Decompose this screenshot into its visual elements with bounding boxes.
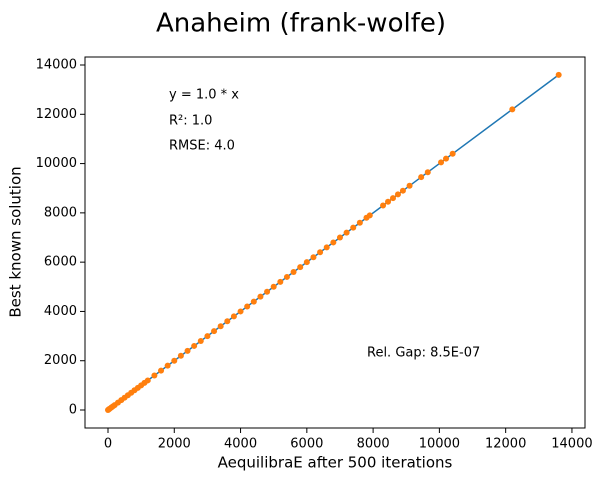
x-tick-label: 6000 — [290, 437, 323, 452]
y-tick-label: 4000 — [44, 304, 77, 319]
scatter-point — [406, 182, 413, 189]
x-tick-label: 2000 — [158, 437, 191, 452]
scatter-point — [424, 169, 431, 176]
scatter-point — [443, 155, 450, 162]
x-tick-label: 14000 — [551, 437, 592, 452]
scatter-point — [144, 377, 151, 384]
scatter-point — [555, 71, 562, 78]
x-axis-label: AequilibraE after 500 iterations — [218, 454, 453, 472]
x-tick-label: 0 — [104, 437, 112, 452]
scatter-point — [250, 298, 257, 305]
scatter-point — [366, 212, 373, 219]
scatter-point — [297, 264, 304, 271]
scatter-point — [244, 303, 251, 310]
plot-frame — [84, 56, 586, 429]
scatter-point — [323, 244, 330, 251]
scatter-point — [356, 219, 363, 226]
x-tick-label: 12000 — [485, 437, 526, 452]
annotation: RMSE: 4.0 — [169, 139, 235, 154]
scatter-point — [211, 328, 218, 335]
scatter-point — [418, 174, 425, 181]
scatter-point — [350, 224, 357, 231]
scatter-point — [191, 342, 198, 349]
chart-title: Anaheim (frank-wolfe) — [156, 9, 446, 39]
scatter-point — [330, 239, 337, 246]
scatter-point — [257, 293, 264, 300]
annotation: R²: 1.0 — [169, 114, 212, 129]
x-tick-label: 8000 — [357, 437, 390, 452]
y-tick-label: 2000 — [44, 353, 77, 368]
x-tick-label: 10000 — [419, 437, 460, 452]
y-tick-label: 10000 — [36, 156, 77, 171]
y-tick-label: 6000 — [44, 255, 77, 270]
scatter-point — [310, 254, 317, 261]
scatter-point — [380, 202, 387, 209]
scatter-point — [237, 308, 244, 315]
scatter-point — [438, 159, 445, 166]
x-tick-label: 4000 — [224, 437, 257, 452]
scatter-point — [158, 367, 165, 374]
scatter-point — [336, 234, 343, 241]
scatter-point — [230, 313, 237, 320]
y-tick-label: 0 — [69, 403, 77, 418]
scatter-point — [204, 333, 211, 340]
scatter-point — [277, 278, 284, 285]
scatter-point — [303, 259, 310, 266]
scatter-point — [389, 195, 396, 202]
scatter-point — [343, 229, 350, 236]
scatter-point — [164, 362, 171, 369]
y-tick-label: 8000 — [44, 205, 77, 220]
scatter-point — [283, 273, 290, 280]
scatter-point — [449, 150, 456, 157]
scatter-point — [177, 352, 184, 359]
annotation: y = 1.0 * x — [169, 88, 239, 103]
y-axis-label: Best known solution — [7, 166, 25, 317]
scatter-point — [171, 357, 178, 364]
scatter-point — [217, 323, 224, 330]
scatter-point — [270, 283, 277, 290]
scatter-point — [399, 187, 406, 194]
scatter-point — [509, 106, 516, 113]
scatter-point — [264, 288, 271, 295]
scatter-point — [184, 347, 191, 354]
scatter-point — [394, 191, 401, 198]
scatter-point — [317, 249, 324, 256]
scatter-point — [385, 198, 392, 205]
scatter-point — [197, 338, 204, 345]
y-tick-label: 12000 — [36, 107, 77, 122]
scatter-point — [151, 372, 158, 379]
y-tick-label: 14000 — [36, 58, 77, 73]
scatter-point — [290, 269, 297, 276]
annotation: Rel. Gap: 8.5E-07 — [367, 346, 480, 361]
scatter-point — [224, 318, 231, 325]
